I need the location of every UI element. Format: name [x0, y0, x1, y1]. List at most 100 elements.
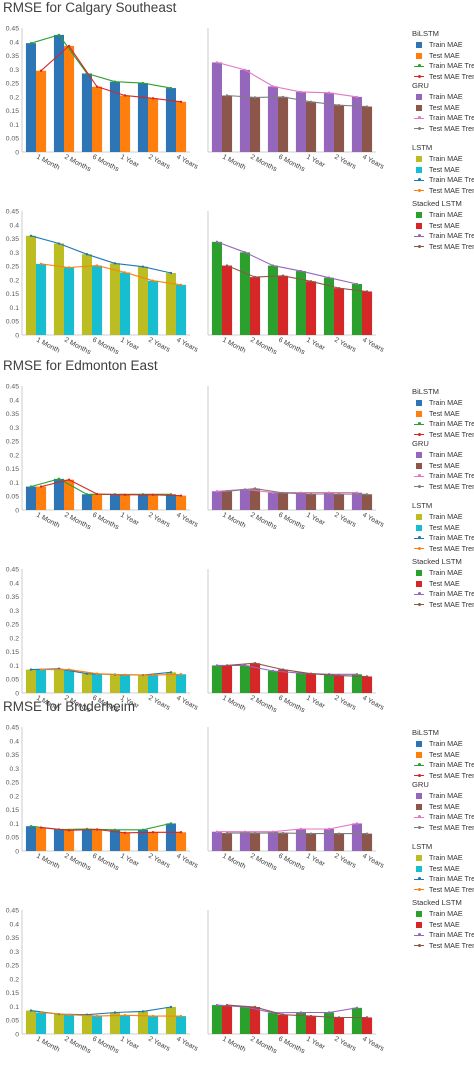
x-tick-label: 2 Months	[249, 1036, 278, 1056]
trend-point	[253, 1005, 257, 1009]
x-tick-label: 2 Years	[333, 512, 357, 529]
y-tick-label: 0	[15, 691, 19, 698]
trend-point	[29, 1009, 33, 1012]
x-tick-label: 1 Month	[221, 512, 247, 530]
trend-point	[113, 828, 117, 831]
x-tick-label: 2 Years	[147, 853, 171, 870]
bar-test	[148, 494, 159, 510]
trend-point	[57, 33, 61, 37]
trend-point	[225, 664, 229, 667]
bar-train	[53, 829, 64, 851]
bar-test	[36, 827, 47, 851]
bar-train	[81, 254, 92, 335]
x-tick-label: 6 Months	[277, 512, 306, 532]
train-trend-line	[30, 34, 172, 89]
y-tick-label: 0.4	[10, 921, 20, 928]
chart-1: 0 0.05 0.1 0.15 0.2 0.25 0.3 0.35 0.4 0.45 1 Month…	[6, 26, 200, 174]
legend-dot	[417, 474, 421, 477]
legend-label: Train MAE	[429, 739, 463, 748]
legend-label: Train MAE	[429, 853, 463, 862]
trend-point	[179, 673, 183, 676]
chart-9: 0 0.05 0.1 0.15 0.2 0.25 0.3 0.35 0.4 0.45 1 Month…	[6, 725, 200, 873]
x-tick-label: 6 Months	[91, 1036, 120, 1056]
x-tick-label: 2 Months	[63, 337, 92, 357]
y-tick-label: 0.15	[6, 807, 19, 814]
x-tick-label: 4 Years	[361, 695, 385, 712]
legend-swatch	[416, 741, 422, 747]
test-trend-line	[40, 45, 182, 103]
legend-label: Train MAE	[429, 450, 463, 459]
bar-test	[148, 1016, 159, 1034]
y-tick-label: 0.1	[10, 305, 20, 312]
bar-test	[222, 95, 233, 152]
trend-point	[365, 832, 369, 835]
trend-point	[151, 673, 155, 677]
y-tick-label: 0.25	[6, 963, 19, 970]
y-tick-label: 0.3	[10, 766, 20, 773]
train-trend-line	[217, 664, 357, 675]
trend-point	[281, 668, 285, 671]
trend-point	[179, 100, 183, 104]
test-trend-line	[40, 479, 182, 497]
x-tick-label: 1 Year	[305, 154, 326, 170]
chart-12: 1 Month 2 Months 6 Months 1 Year 2 Years 4 Ye…	[207, 910, 385, 1056]
trend-point	[365, 1016, 369, 1019]
legend-label: Test MAE	[429, 749, 460, 759]
bar-train	[81, 73, 92, 152]
bar-test	[148, 832, 159, 851]
trend-point	[151, 1014, 155, 1018]
trend-point	[151, 493, 155, 497]
trend-point	[365, 290, 369, 293]
legend-label: Train MAE Trenc	[429, 231, 474, 240]
x-tick-label: 2 Months	[249, 154, 278, 174]
trend-point	[29, 41, 33, 45]
bar-train	[165, 1006, 176, 1034]
trend-point	[67, 1013, 71, 1016]
bar-test	[92, 265, 103, 335]
bar-test	[222, 833, 233, 851]
test-trend-line	[40, 1011, 181, 1017]
x-tick-label: 2 Years	[147, 695, 171, 712]
legend-group-title: LSTM	[412, 143, 433, 152]
legend-swatch	[416, 580, 422, 587]
chart-5: 0 0.05 0.1 0.15 0.2 0.25 0.3 0.35 0.4 0.45 1 Month…	[6, 384, 200, 532]
trend-point	[95, 85, 99, 88]
bar-train	[239, 489, 250, 510]
legend-group-title: BiLSTM	[412, 387, 440, 396]
x-tick-label: 1 Month	[221, 1036, 247, 1054]
y-tick-label: 0.3	[10, 67, 20, 74]
bar-train	[323, 828, 334, 851]
y-tick-label: 0.1	[10, 1004, 20, 1011]
legend-dot	[417, 933, 421, 936]
x-tick-label: 6 Months	[91, 512, 120, 532]
bar-train	[109, 1012, 120, 1034]
y-tick-label: 0.1	[10, 821, 20, 828]
bar-train	[239, 69, 250, 152]
y-tick-label: 0.05	[6, 494, 19, 501]
bar-test	[334, 833, 345, 851]
trend-point	[141, 828, 145, 831]
bar-train	[239, 831, 250, 851]
legend-dot	[417, 536, 421, 539]
bar-train	[295, 271, 306, 335]
trend-point	[123, 493, 127, 497]
legend-label: Train MAE Trenc	[429, 589, 474, 598]
x-tick-label: 2 Months	[63, 853, 92, 873]
trend-point	[113, 80, 117, 83]
x-tick-label: 1 Month	[35, 512, 61, 530]
legend-label: Train MAE	[429, 154, 463, 163]
test-trend-line	[40, 263, 182, 286]
bar-train	[25, 826, 36, 851]
bar-train	[137, 829, 148, 851]
x-tick-label: 2 Months	[63, 1036, 92, 1056]
bar-train	[53, 478, 64, 510]
y-tick-label: 0.45	[6, 725, 19, 732]
bar-test	[278, 1014, 289, 1034]
trend-point	[337, 492, 341, 496]
y-tick-label: 0.15	[6, 291, 19, 298]
trend-point	[57, 242, 61, 245]
bar-test	[334, 288, 345, 335]
y-tick-label: 0.05	[6, 136, 19, 143]
bar-test	[176, 1016, 187, 1034]
